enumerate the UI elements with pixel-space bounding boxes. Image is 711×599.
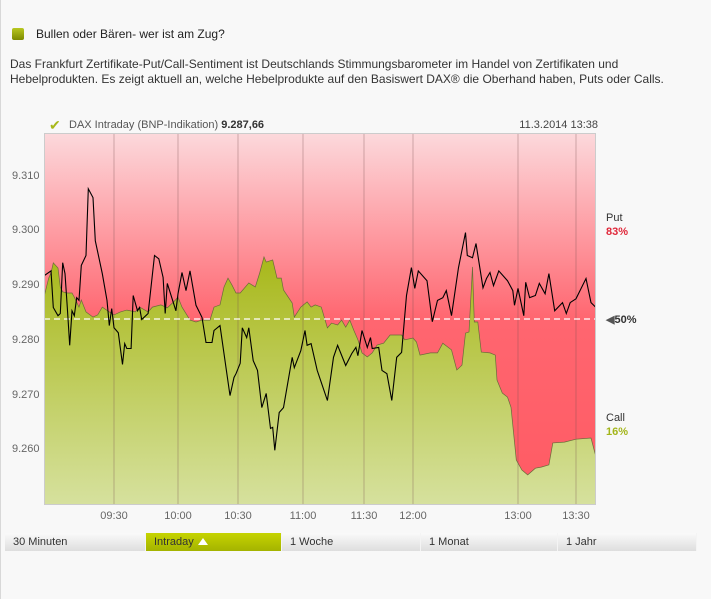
dax-line bbox=[44, 186, 596, 451]
call-label: Call bbox=[606, 412, 625, 424]
chart-timestamp: 11.3.2014 13:38 bbox=[519, 119, 598, 131]
tab-1-woche[interactable]: 1 Woche bbox=[282, 533, 421, 551]
x-tick-label: 13:30 bbox=[562, 510, 590, 522]
fifty-percent-marker: ◀50% bbox=[606, 313, 637, 326]
y-tick-label: 9.270 bbox=[12, 388, 40, 401]
triangle-up-icon bbox=[197, 538, 208, 545]
tab-label: 1 Monat bbox=[429, 536, 469, 548]
x-tick-label: 11:00 bbox=[289, 510, 317, 522]
tab-label: 1 Woche bbox=[290, 536, 334, 548]
fifty-percent-label: 50% bbox=[614, 314, 637, 326]
section-title: Bullen oder Bären- wer ist am Zug? bbox=[36, 27, 225, 41]
tab-intraday[interactable]: Intraday bbox=[146, 533, 282, 551]
x-tick-label: 13:00 bbox=[504, 510, 532, 522]
put-value: 83% bbox=[606, 226, 629, 238]
y-tick-label: 9.280 bbox=[12, 333, 40, 346]
y-tick-label: 9.290 bbox=[12, 279, 40, 292]
series-legend-value: 9.287,66 bbox=[221, 119, 265, 131]
x-tick-label: 11:30 bbox=[350, 510, 378, 522]
plot-border bbox=[44, 133, 596, 505]
y-tick-label: 9.260 bbox=[12, 443, 40, 456]
tab-30-minuten[interactable]: 30 Minuten bbox=[5, 533, 146, 551]
tab-label: 30 Minuten bbox=[13, 536, 68, 548]
tab-1-monat[interactable]: 1 Monat bbox=[421, 533, 558, 551]
page-border bbox=[0, 0, 1, 599]
y-tick-label: 9.310 bbox=[12, 169, 40, 182]
x-tick-label: 10:00 bbox=[164, 510, 192, 522]
put-label: Put bbox=[606, 212, 623, 224]
section-description: Das Frankfurt Zertifikate-Put/Call-Senti… bbox=[10, 57, 664, 86]
series-legend-label: DAX Intraday (BNP-Indikation) bbox=[69, 119, 219, 131]
y-tick-label: 9.300 bbox=[12, 224, 40, 237]
x-tick-label: 10:30 bbox=[224, 510, 252, 522]
tab-1-jahr[interactable]: 1 Jahr bbox=[558, 533, 697, 551]
chart-plot bbox=[44, 133, 596, 505]
call-value: 16% bbox=[606, 426, 629, 438]
series-legend: DAX Intraday (BNP-Indikation) 9.287,66 bbox=[69, 119, 264, 131]
range-tabs: 30 Minuten Intraday 1 Woche 1 Monat 1 Ja… bbox=[5, 533, 697, 551]
section-bullet-icon bbox=[12, 28, 24, 40]
tab-label: Intraday bbox=[154, 536, 194, 548]
triangle-left-icon: ◀ bbox=[606, 314, 615, 326]
x-tick-label: 12:00 bbox=[399, 510, 427, 522]
tab-label: 1 Jahr bbox=[566, 536, 597, 548]
checkmark-icon[interactable]: ✔ bbox=[49, 117, 61, 133]
x-tick-label: 09:30 bbox=[100, 510, 128, 522]
